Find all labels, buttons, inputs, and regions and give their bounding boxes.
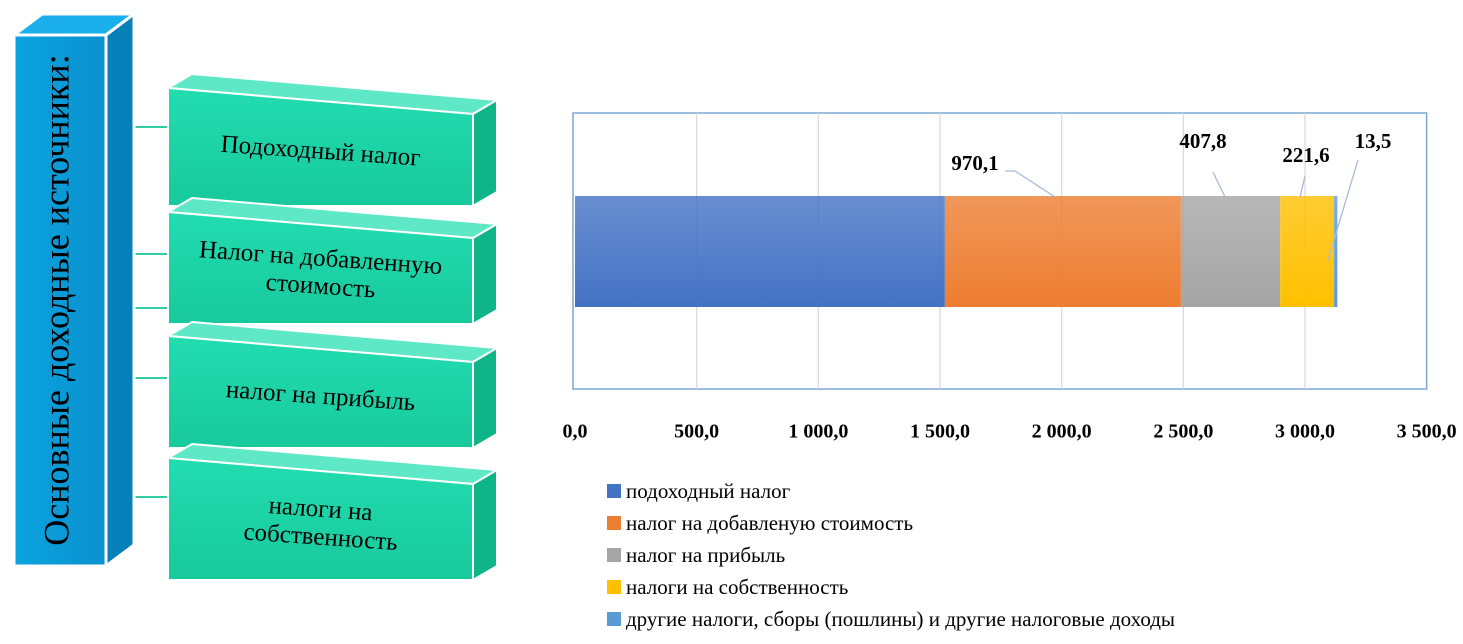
data-label: 407,8	[1179, 129, 1226, 153]
bar-segment	[1334, 196, 1338, 307]
data-label: 970,1	[951, 151, 998, 175]
leader-line	[1299, 175, 1306, 198]
bar-segment	[944, 196, 1181, 307]
legend-swatch	[607, 612, 621, 626]
bar-segment	[1180, 196, 1281, 307]
revenue-sources-diagram: Основные доходные источники: Подоходный …	[9, 11, 501, 582]
diagram-box: налог на прибыль	[164, 320, 501, 450]
legend-item: налоги на собственность	[607, 571, 1175, 603]
x-tick-label: 1 500,0	[910, 421, 970, 443]
box-side	[472, 468, 498, 582]
box-front	[167, 334, 474, 449]
data-labels: 970,1 407,8 221,6 13,5	[951, 129, 1391, 175]
leader-lines	[1005, 159, 1359, 261]
leader-line	[1327, 159, 1359, 261]
box-side	[472, 98, 498, 208]
legend-swatch	[607, 548, 621, 562]
box-front	[167, 210, 474, 325]
legend-swatch	[607, 484, 621, 498]
x-tick-label: 3 500,0	[1397, 421, 1457, 443]
box-front	[167, 456, 474, 581]
pillar: Основные доходные источники:	[9, 11, 139, 569]
legend-item: другие налоги, сборы (пошлины) и другие …	[607, 603, 1175, 635]
legend-label: подоходный налог	[626, 479, 791, 503]
box-side	[472, 346, 498, 450]
diagram-box: Подоходный налог	[164, 72, 501, 208]
x-tick-label: 0,0	[563, 421, 588, 443]
box-side	[472, 222, 498, 326]
leader-line	[1005, 170, 1056, 198]
leader-line	[1212, 171, 1226, 198]
bar-segment	[1280, 196, 1335, 307]
bars	[575, 196, 1338, 307]
legend-label: налог на прибыль	[626, 543, 786, 567]
stacked-bar-chart: 970,1 407,8 221,6 13,5 0,0 500,0 1 000,0 1 500…	[563, 112, 1457, 443]
x-tick-label: 2 000,0	[1032, 421, 1092, 443]
legend-label: другие налоги, сборы (пошлины) и другие …	[626, 607, 1176, 631]
legend-swatch	[607, 516, 621, 530]
legend-item: налог на добавленую стоимость	[607, 507, 1175, 539]
x-tick-label: 2 500,0	[1153, 421, 1213, 443]
legend-label: налоги на собственность	[626, 575, 849, 599]
chart-legend: подоходный налог налог на добавленую стои…	[607, 475, 1175, 635]
data-label: 13,5	[1355, 129, 1392, 153]
data-label: 221,6	[1282, 143, 1329, 167]
bar-segment	[575, 196, 945, 307]
x-tick-labels: 0,0 500,0 1 000,0 1 500,0 2 000,0 2 500,0 3 00…	[563, 421, 1457, 443]
x-tick-label: 500,0	[674, 421, 719, 443]
legend-item: подоходный налог	[607, 475, 1175, 507]
legend-item: налог на прибыль	[607, 539, 1175, 571]
plot-frame	[572, 112, 1428, 390]
diagram-title: Основные доходные источники:	[36, 54, 76, 545]
x-tick-label: 1 000,0	[788, 421, 848, 443]
legend-label: налог на добавленую стоимость	[626, 511, 914, 535]
x-tick-label: 3 000,0	[1275, 421, 1335, 443]
box-front	[167, 86, 474, 207]
legend-swatch	[607, 580, 621, 594]
